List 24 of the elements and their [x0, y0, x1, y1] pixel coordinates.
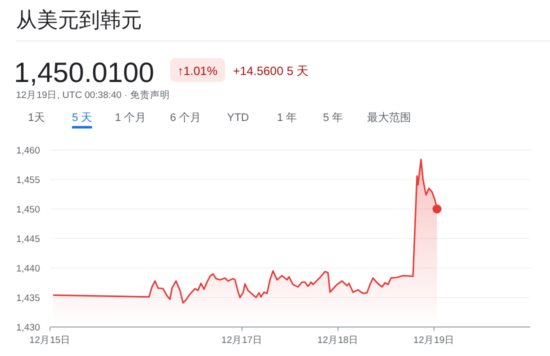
chart-subtitle: 1,450.0100 [14, 57, 154, 88]
y-tick-label: 1,445 [16, 234, 40, 245]
text: 最大范围 [367, 111, 411, 124]
y-tick-label: 1,440 [16, 264, 40, 274]
y-tick-label: 1,450 [16, 204, 40, 216]
text: 1 年 [277, 112, 298, 124]
text: 6 个月 [170, 112, 202, 124]
text: 1天 [28, 112, 46, 124]
y-tick-label: 1,435 [16, 293, 40, 304]
text: 1 个月 [115, 112, 146, 124]
x-tick-label: 12月15日 [29, 335, 71, 346]
text: 5 年 [323, 112, 344, 124]
x-tick-label: 12月19日 [413, 335, 455, 346]
x-tick-label: 12月18日 [317, 335, 359, 346]
text: YTD [227, 112, 250, 124]
text: 5 天 [72, 112, 92, 124]
text: ↑1.01% [177, 64, 218, 78]
text: 12月19日, UTC 00:38:40 · 免责声明 [16, 89, 170, 101]
y-tick-label: 1,430 [16, 322, 40, 334]
y-tick-label: 1,455 [16, 175, 40, 186]
y-tick-label: 1,460 [16, 146, 40, 156]
chart-title: 从美元到韩元 [16, 9, 142, 32]
text: +14.5600 5 天 [233, 64, 309, 78]
x-tick-label: 12月17日 [221, 335, 263, 346]
